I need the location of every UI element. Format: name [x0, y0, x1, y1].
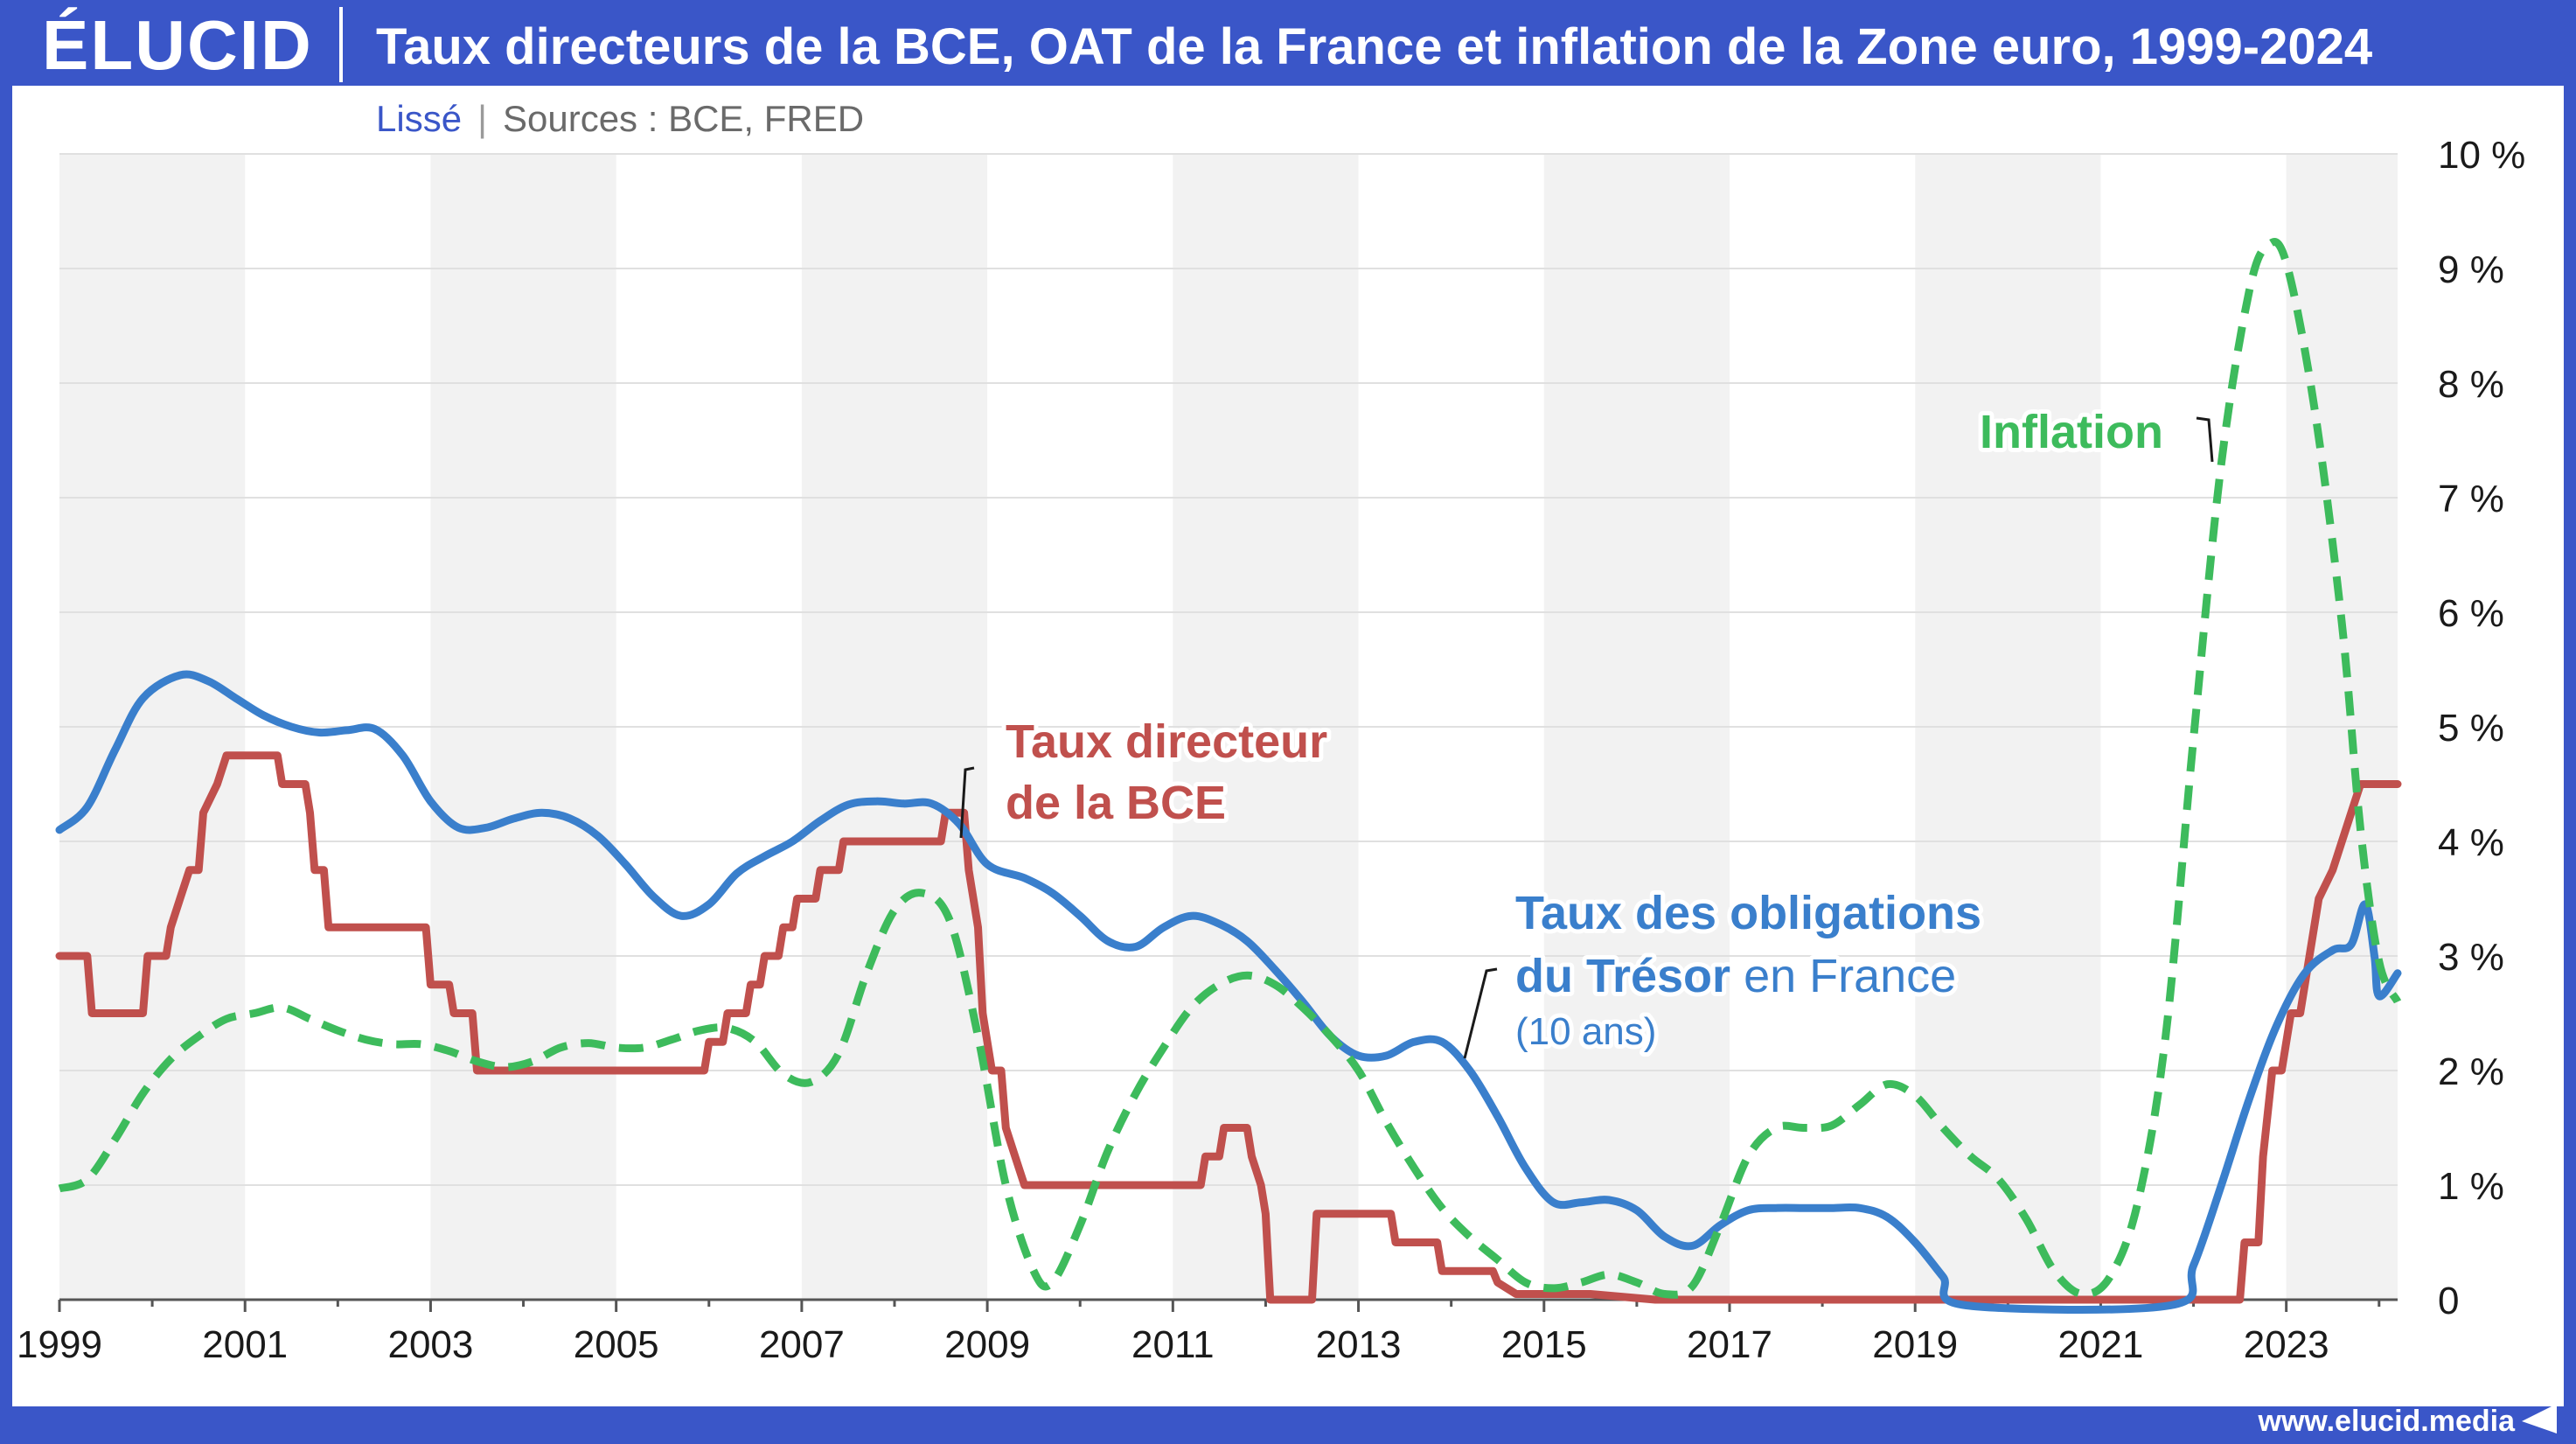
y-tick-label: 4 % — [2438, 821, 2504, 864]
chart-title: Taux directeurs de la BCE, OAT de la Fra… — [376, 18, 2373, 75]
inflation-line — [58, 238, 2402, 1299]
x-tick-label: 2005 — [574, 1323, 659, 1366]
ecb-callout-leader — [959, 766, 975, 839]
y-tick-label: 3 % — [2438, 936, 2504, 979]
gridlines — [59, 153, 2398, 1301]
oat-10y-line — [55, 670, 2402, 1314]
x-tick-label: 2009 — [944, 1323, 1030, 1366]
oat-label-line1: Taux des obligations — [1515, 887, 1981, 939]
oat-label-line2-rest: en France — [1730, 950, 1956, 1002]
y-tick-label: 9 % — [2438, 248, 2504, 291]
y-axis: 0 1 % 2 % 3 % 4 % 5 % 6 % 7 % 8 % 9 % 10 % — [2438, 134, 2525, 1322]
x-tick-label: 2001 — [202, 1323, 288, 1366]
footer-url-link[interactable]: www.elucid.media — [2258, 1405, 2515, 1438]
x-tick-label: 2003 — [387, 1323, 473, 1366]
y-tick-label: 1 % — [2438, 1165, 2504, 1208]
oat-annotation: Taux des obligations du Trésor en France… — [1511, 882, 1986, 1057]
ecb-annotation: Taux directeur de la BCE — [1001, 711, 1332, 834]
oat-label-line3: (10 ans) — [1515, 1010, 1656, 1053]
x-tick-label: 2019 — [1872, 1323, 1958, 1366]
ecb-label-line1: Taux directeur — [1006, 715, 1327, 768]
smoothing-label: Lissé — [376, 98, 463, 139]
oat-label-line2: du Trésor en France — [1515, 950, 1956, 1002]
y-tick-label: 2 % — [2438, 1050, 2504, 1093]
y-tick-label: 6 % — [2438, 592, 2504, 635]
oat-callout-leader — [1463, 967, 1498, 1059]
y-tick-label: 7 % — [2438, 478, 2504, 520]
inflation-callout-leader — [2196, 416, 2214, 463]
y-tick-label: 10 % — [2438, 134, 2525, 177]
x-tick-label: 2021 — [2057, 1323, 2143, 1366]
x-tick-label: 2013 — [1316, 1323, 1402, 1366]
subtitle: Lissé | Sources : BCE, FRED — [376, 98, 864, 140]
callout-leaders — [959, 416, 2214, 1059]
elucid-mark-icon — [2522, 1404, 2557, 1434]
x-tick-label: 2017 — [1687, 1323, 1772, 1366]
inflation-label: Inflation — [1980, 406, 2163, 458]
elucid-logo[interactable]: ÉLUCID — [42, 6, 313, 84]
inflation-annotation: Inflation — [1975, 401, 2168, 463]
x-tick-label: 2011 — [1131, 1323, 1215, 1366]
x-tick-label: 2015 — [1501, 1323, 1587, 1366]
x-axis: 1999 2001 2003 2005 2007 2009 2011 2013 2015 2017… — [17, 1300, 2381, 1366]
x-tick-label: 1999 — [17, 1323, 102, 1366]
y-tick-label: 0 — [2438, 1280, 2459, 1322]
oat-label-line2-bold: du Trésor — [1515, 950, 1730, 1002]
y-tick-label: 8 % — [2438, 363, 2504, 406]
sources-label: Sources : BCE, FRED — [502, 98, 865, 139]
series-lines — [55, 238, 2402, 1314]
header-divider — [339, 7, 343, 82]
subtitle-separator: | — [477, 98, 487, 139]
ecb-label-line2: de la BCE — [1006, 777, 1226, 829]
x-tick-label: 2007 — [759, 1323, 845, 1366]
x-tick-label: 2023 — [2244, 1323, 2329, 1366]
header-bar: ÉLUCID Taux directeurs de la BCE, OAT de… — [0, 0, 2576, 86]
y-tick-label: 5 % — [2438, 707, 2504, 750]
